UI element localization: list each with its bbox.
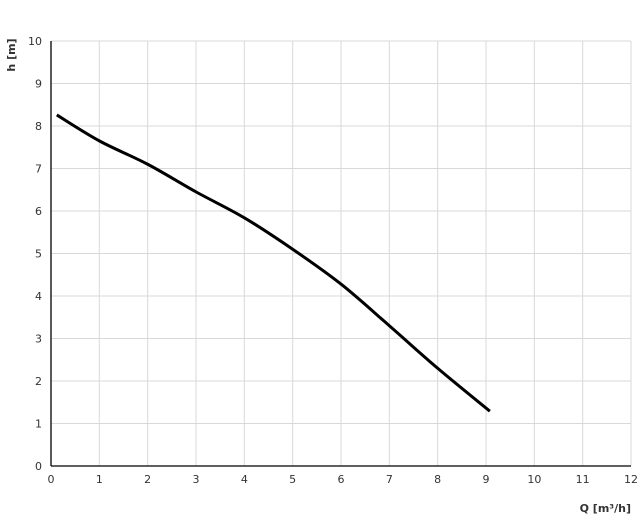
x-tick-label: 6 [338,473,345,486]
x-tick-label: 5 [289,473,296,486]
x-tick-label: 0 [48,473,55,486]
y-tick-label: 10 [28,35,42,48]
x-tick-label: 10 [527,473,541,486]
y-tick-label: 3 [35,333,42,346]
x-tick-label: 11 [576,473,590,486]
x-tick-label: 3 [193,473,200,486]
y-tick-label: 8 [35,120,42,133]
axes [50,41,631,467]
y-tick-label: 9 [35,78,42,91]
x-tick-label: 8 [434,473,441,486]
y-tick-label: 7 [35,163,42,176]
series [56,113,491,413]
x-tick-label: 2 [144,473,151,486]
y-tick-label: 4 [35,290,42,303]
x-tick-label: 1 [96,473,103,486]
x-tick-label: 4 [241,473,248,486]
x-tick-label: 7 [386,473,393,486]
y-tick-label: 1 [35,418,42,431]
grid [51,40,632,466]
pump-curve-line [56,113,491,413]
y-axis-label: h [m] [5,38,18,71]
y-tick-label: 0 [35,460,42,473]
y-tick-label: 5 [35,248,42,261]
x-tick-label: 12 [624,473,638,486]
y-tick-label: 6 [35,205,42,218]
y-tick-label: 2 [35,375,42,388]
x-tick-label: 9 [483,473,490,486]
x-axis-label: Q [m³/h] [580,502,631,515]
